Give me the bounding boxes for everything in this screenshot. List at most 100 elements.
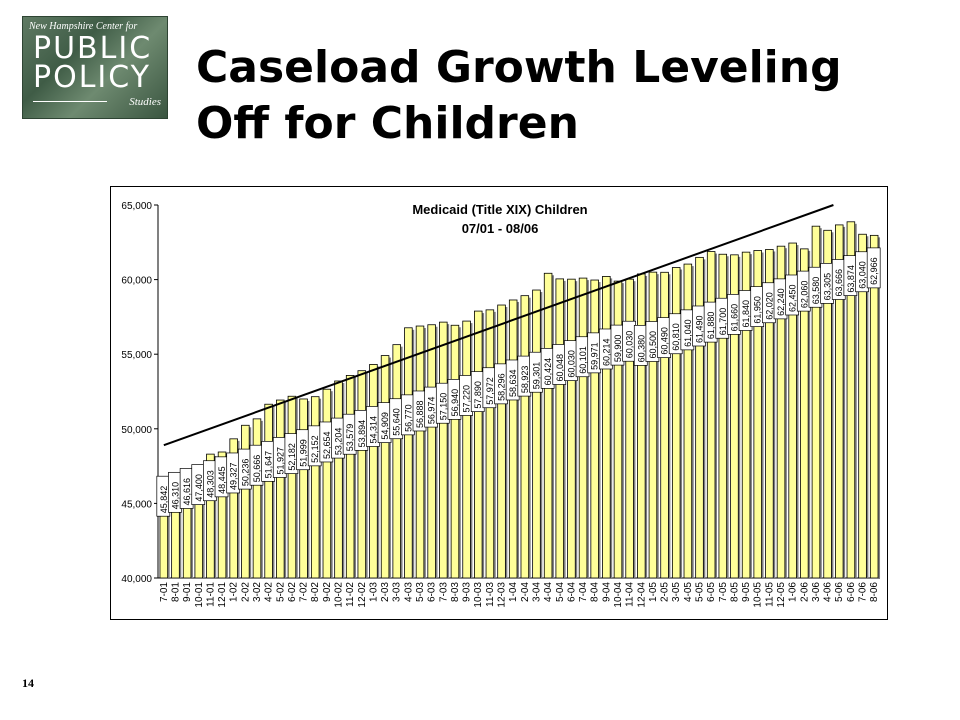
svg-text:63,305: 63,305 (823, 273, 833, 301)
data-label: 63,305 (820, 263, 834, 304)
data-label: 56,974 (424, 386, 439, 428)
svg-text:62,240: 62,240 (776, 288, 786, 316)
x-tick-label: 12-05 (776, 582, 787, 608)
y-tick-label: 65,000 (121, 201, 152, 212)
bar (695, 256, 704, 579)
x-tick-label: 1-06 (788, 582, 799, 602)
x-tick-label: 9-01 (182, 582, 193, 602)
data-label: 49,327 (226, 452, 241, 494)
svg-text:46,616: 46,616 (182, 478, 192, 506)
data-label: 63,040 (855, 251, 869, 293)
logo-word-public: PUBLIC (33, 31, 153, 66)
bar (637, 273, 646, 579)
data-label: 56,888 (412, 390, 427, 432)
trend-line (163, 204, 834, 447)
x-tick-label: 1-02 (229, 582, 240, 602)
bar (543, 272, 553, 579)
data-label: 60,048 (552, 344, 567, 385)
svg-text:56,940: 56,940 (450, 389, 460, 417)
svg-text:48,445: 48,445 (217, 466, 227, 494)
data-label: 54,314 (366, 406, 380, 447)
data-label: 53,204 (331, 417, 345, 459)
x-tick-label: 4-05 (683, 582, 694, 602)
data-label: 57,150 (435, 382, 450, 424)
bar (473, 310, 483, 579)
x-tick-label: 7-04 (578, 582, 589, 602)
y-tick-label: 55,000 (121, 350, 152, 361)
x-tick-label: 10-02 (334, 582, 345, 608)
svg-text:54,314: 54,314 (368, 416, 378, 444)
svg-text:53,204: 53,204 (334, 428, 344, 456)
x-tick-label: 6-04 (566, 582, 577, 602)
svg-text:61,660: 61,660 (729, 304, 739, 332)
x-tick-label: 10-03 (473, 582, 484, 608)
svg-text:62,966: 62,966 (869, 257, 879, 285)
data-label: 61,880 (703, 301, 718, 343)
x-tick-label: 8-04 (590, 582, 601, 602)
bar (811, 225, 821, 579)
bar (485, 309, 495, 579)
data-label: 55,640 (389, 398, 404, 440)
svg-text:60,490: 60,490 (660, 327, 670, 355)
data-label: 59,971 (587, 332, 602, 374)
svg-text:61,490: 61,490 (695, 315, 705, 343)
bar (532, 289, 541, 579)
x-tick-label: 12-01 (217, 582, 228, 608)
data-label: 53,579 (342, 413, 357, 455)
slide-title: Caseload Growth Leveling Off for Childre… (196, 40, 936, 152)
x-tick-label: 6-03 (427, 582, 438, 602)
chart-title-block: Medicaid (Title XIX) Children 07/01 - 08… (270, 200, 730, 238)
x-tick-label: 11-02 (345, 582, 356, 607)
svg-text:59,301: 59,301 (531, 362, 541, 390)
bar (439, 321, 448, 579)
data-label: 62,966 (866, 247, 881, 289)
data-label: 61,490 (692, 305, 706, 347)
data-label: 60,810 (668, 313, 683, 355)
svg-text:57,890: 57,890 (473, 381, 483, 409)
data-label: 61,660 (727, 294, 741, 335)
svg-text:56,770: 56,770 (403, 404, 413, 432)
data-label: 63,874 (843, 255, 858, 296)
x-tick-label: 4-03 (403, 582, 414, 602)
x-tick-label: 7-06 (858, 582, 869, 602)
x-tick-label: 4-06 (823, 582, 834, 602)
x-tick-label: 9-05 (741, 582, 752, 602)
bar (753, 250, 762, 579)
bar (578, 277, 588, 579)
x-tick-label: 11-01 (205, 582, 216, 607)
bar (706, 251, 716, 579)
y-tick-label: 60,000 (121, 276, 152, 287)
x-tick-label: 8-06 (869, 582, 880, 602)
data-label: 46,310 (168, 471, 182, 513)
svg-text:49,327: 49,327 (229, 462, 239, 490)
bar (508, 299, 518, 579)
bar (345, 375, 355, 579)
data-label: 54,909 (377, 402, 392, 443)
data-label: 62,450 (785, 274, 800, 316)
bar (846, 221, 856, 579)
x-tick-label: 12-04 (636, 582, 647, 608)
x-tick-label: 11-04 (625, 582, 636, 607)
x-tick-label: 2-04 (520, 582, 531, 602)
x-tick-label: 4-02 (264, 582, 275, 602)
bar (206, 453, 215, 579)
x-tick-label: 3-03 (392, 582, 403, 602)
center-logo: New Hampshire Center for PUBLIC POLICY S… (22, 16, 168, 119)
svg-text:52,654: 52,654 (322, 431, 332, 459)
y-tick-label: 45,000 (121, 499, 152, 510)
x-tick-label: 11-05 (764, 582, 775, 607)
svg-text:58,634: 58,634 (508, 369, 518, 397)
data-label: 58,923 (517, 355, 532, 397)
svg-text:60,810: 60,810 (671, 323, 681, 351)
x-tick-label: 9-03 (462, 582, 473, 602)
bar (229, 438, 238, 579)
data-label: 60,101 (575, 336, 590, 378)
svg-text:60,380: 60,380 (636, 335, 646, 363)
logo-rule (33, 101, 107, 102)
svg-text:47,400: 47,400 (194, 474, 204, 502)
bar (555, 278, 565, 579)
data-label: 46,616 (179, 468, 194, 509)
x-tick-label: 12-02 (357, 582, 368, 608)
svg-text:50,666: 50,666 (252, 455, 262, 483)
